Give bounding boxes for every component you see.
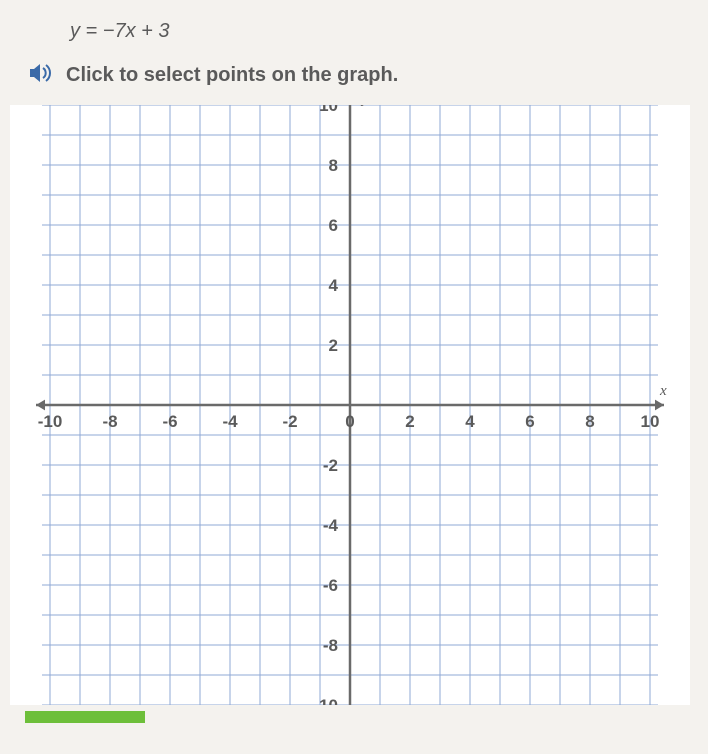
svg-text:2: 2 xyxy=(405,412,414,431)
svg-text:4: 4 xyxy=(329,276,339,295)
svg-text:6: 6 xyxy=(329,216,338,235)
svg-text:2: 2 xyxy=(329,336,338,355)
svg-text:-2: -2 xyxy=(323,456,338,475)
svg-text:-4: -4 xyxy=(222,412,238,431)
svg-text:8: 8 xyxy=(329,156,338,175)
svg-text:-6: -6 xyxy=(323,576,338,595)
svg-text:-4: -4 xyxy=(323,516,339,535)
svg-text:10: 10 xyxy=(319,105,338,115)
svg-text:10: 10 xyxy=(641,412,660,431)
svg-text:-8: -8 xyxy=(102,412,117,431)
instruction-text: Click to select points on the graph. xyxy=(66,64,398,87)
svg-text:x: x xyxy=(659,383,667,399)
svg-text:8: 8 xyxy=(585,412,594,431)
equation-text: y = −7x + 3 xyxy=(70,20,698,43)
speaker-icon[interactable] xyxy=(28,61,56,90)
instruction-row: Click to select points on the graph. xyxy=(28,61,698,90)
svg-text:-8: -8 xyxy=(323,636,338,655)
accent-bar xyxy=(25,711,145,723)
svg-text:-6: -6 xyxy=(162,412,177,431)
svg-text:-2: -2 xyxy=(282,412,297,431)
svg-text:4: 4 xyxy=(465,412,475,431)
svg-text:6: 6 xyxy=(525,412,534,431)
svg-text:0: 0 xyxy=(345,412,354,431)
svg-text:-10: -10 xyxy=(313,696,338,705)
graph-area[interactable]: -10 -8 -6 -4 -2 0 2 4 6 8 10 -10 -8 -6 -4 -2 2 4 6 8 10 x y xyxy=(10,105,698,705)
cartesian-graph[interactable]: -10 -8 -6 -4 -2 0 2 4 6 8 10 -10 -8 -6 -4 -2 2 4 6 8 10 x y xyxy=(10,105,690,705)
svg-text:-10: -10 xyxy=(38,412,63,431)
svg-text:y: y xyxy=(360,105,369,107)
